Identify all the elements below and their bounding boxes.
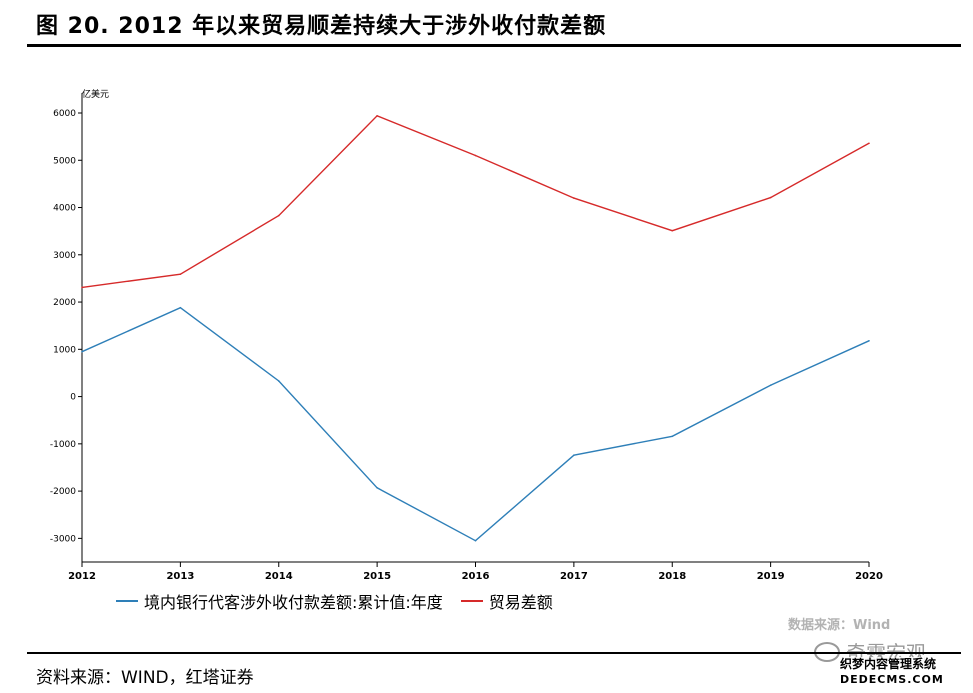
series-2-point [573, 197, 575, 199]
legend-item-series-1: 境内银行代客涉外收付款差额:累计值:年度 [116, 589, 443, 613]
x-tick-label: 2018 [658, 571, 686, 582]
series-line-2 [81, 114, 870, 289]
series-2-point [671, 229, 674, 232]
watermark-stamp-line2: DEDECMS.COM [840, 673, 944, 686]
y-tick-label: 5000 [53, 156, 76, 166]
y-axis-unit-label: 亿美元 [82, 88, 109, 100]
x-tick-label: 2016 [462, 571, 490, 582]
legend-swatch-series-2 [460, 600, 483, 602]
y-tick-label: 0 [70, 393, 76, 403]
x-tick-label: 2013 [166, 571, 194, 582]
series-1-point [81, 350, 83, 353]
line-chart: 亿美元 6000 5000 4000 3000 2000 1000 0 -1000 -2000 -3… [50, 88, 883, 582]
y-tick-label: -2000 [50, 487, 76, 497]
y-tick-label: 2000 [53, 298, 76, 308]
y-tick-label: -1000 [50, 440, 76, 450]
wechat-icon [814, 641, 840, 662]
series-1-point [179, 306, 182, 309]
series-2-point [868, 142, 870, 145]
series-1-point [573, 454, 575, 456]
y-tick-label: 4000 [53, 204, 76, 214]
series-1-point [868, 340, 870, 342]
series-1-point [376, 486, 378, 489]
y-tick-label: 6000 [53, 109, 76, 119]
legend-label-series-2: 贸易差额 [488, 593, 553, 612]
watermark-stamp: 织梦内容管理系统 DEDECMS.COM [838, 657, 946, 687]
legend-swatch-series-1 [116, 600, 138, 602]
x-tick-label: 2014 [265, 571, 293, 582]
series-2-point [769, 196, 772, 199]
y-tick-label: -3000 [50, 534, 76, 544]
y-tick-label: 3000 [53, 251, 76, 261]
footer-divider [27, 652, 961, 654]
data-source-note: 数据来源：Wind [788, 618, 891, 633]
series-1-point [769, 384, 772, 387]
chart-legend: 境内银行代客涉外收付款差额:累计值:年度 贸易差额 [116, 589, 571, 613]
x-tick-label: 2012 [68, 571, 96, 582]
x-tick-label: 2019 [757, 571, 785, 582]
series-2-point [179, 273, 182, 275]
series-2-point [277, 214, 280, 217]
x-tick-label: 2020 [855, 571, 883, 582]
title-divider [27, 44, 961, 47]
series-2-point [376, 115, 378, 117]
legend-item-series-2: 贸易差额 [460, 589, 553, 613]
series-1-point [671, 435, 674, 438]
series-2-point [81, 286, 83, 289]
x-tick-label: 2015 [363, 571, 391, 582]
chart-title: 图 20. 2012 年以来贸易顺差持续大于涉外收付款差额 [36, 14, 607, 39]
series-1-point [277, 380, 280, 382]
series-1-point [474, 539, 477, 542]
x-tick-label: 2017 [560, 571, 588, 582]
watermark-stamp-line1: 织梦内容管理系统 [840, 657, 937, 671]
source-note: 资料来源：WIND，红塔证券 [36, 668, 254, 688]
y-tick-label: 1000 [53, 345, 76, 355]
legend-label-series-1: 境内银行代客涉外收付款差额:累计值:年度 [144, 593, 443, 612]
series-line-1 [81, 306, 870, 542]
series-2-point [474, 154, 477, 157]
